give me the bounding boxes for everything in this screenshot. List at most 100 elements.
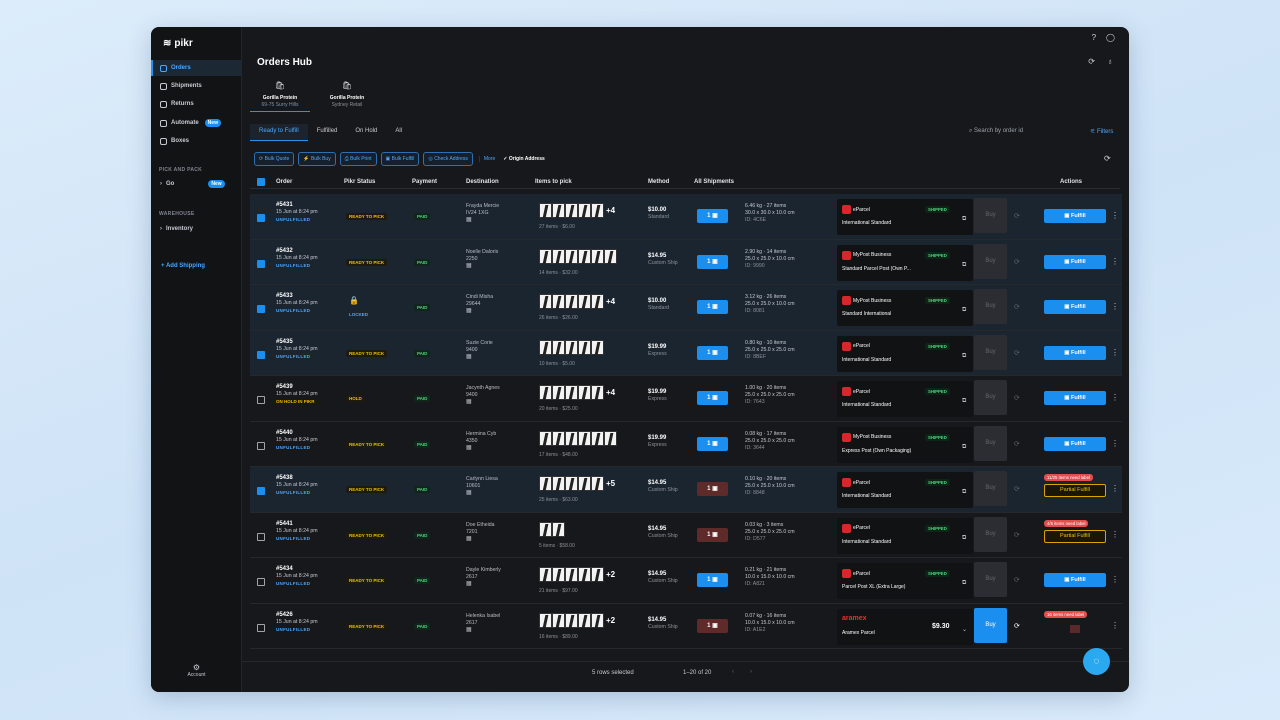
sidebar-item-go[interactable]: › Go New — [151, 176, 242, 192]
store-tab-surry-hills[interactable]: 🛍 Gorilla Protein 69-75 Surry Hills — [250, 81, 310, 112]
items-thumbnails[interactable] — [539, 430, 619, 446]
bulk-fulfill-button[interactable]: ▣ Bulk Fulfill — [380, 152, 420, 166]
requote-icon[interactable]: ⟳ — [1014, 304, 1020, 311]
external-link-icon[interactable]: ⧉ — [962, 489, 967, 495]
row-checkbox[interactable] — [257, 532, 265, 541]
shipment-count-button[interactable]: 1 ▣ — [697, 527, 728, 542]
shipment-count-button[interactable]: 1 ▣ — [697, 254, 728, 269]
row-checkbox[interactable] — [257, 441, 265, 450]
order-cell[interactable]: #5431 15 Jun at 8:24 pm UNFULFILLED — [276, 202, 318, 222]
order-cell[interactable]: #5439 15 Jun at 8:24 pm ON HOLD IN PIKR — [276, 384, 318, 404]
carrier-card[interactable]: MyPost Business Express Post (Own Packagi… — [837, 426, 973, 463]
row-checkbox[interactable] — [257, 578, 265, 586]
order-cell[interactable]: #5433 15 Jun at 8:24 pm UNFULFILLED — [276, 293, 318, 313]
fulfill-button[interactable]: ▣ Fulfill — [1044, 573, 1106, 587]
carrier-card[interactable]: eParcel International Standard SHIPPED ⧉ — [837, 472, 973, 508]
table-row[interactable]: #5439 15 Jun at 8:24 pm ON HOLD IN PIKR HOL… — [250, 376, 1122, 422]
items-thumbnails[interactable]: +2 — [539, 567, 615, 582]
user-icon[interactable]: ◯ — [1106, 33, 1115, 42]
requote-icon[interactable]: ⟳ — [1014, 258, 1020, 266]
bulk-quote-button[interactable]: ⟳ Bulk Quote — [254, 152, 295, 166]
order-cell[interactable]: #5435 15 Jun at 8:24 pm UNFULFILLED — [276, 338, 318, 359]
search-input[interactable]: ⌕ Search by order id — [969, 128, 1024, 134]
account-button[interactable]: ⚙ Account — [151, 663, 242, 678]
buy-button[interactable]: Buy — [974, 607, 1007, 643]
more-options-icon[interactable]: ⋮ — [1111, 211, 1119, 220]
order-cell[interactable]: #5438 15 Jun at 8:24 pm UNFULFILLED — [276, 475, 318, 495]
shipment-count-button[interactable]: 1 ▣ — [697, 391, 728, 405]
table-row[interactable]: #5435 15 Jun at 8:24 pm UNFULFILLED READY T… — [250, 330, 1122, 376]
requote-icon[interactable]: ⟳ — [1014, 395, 1020, 402]
shipment-count-button[interactable]: 1 ▣ — [697, 482, 728, 496]
notification-icon[interactable]: ♁ — [1107, 57, 1113, 66]
more-options-icon[interactable]: ⋮ — [1111, 575, 1119, 584]
sidebar-item-inventory[interactable]: › Inventory — [160, 226, 194, 232]
more-button[interactable]: More — [478, 156, 499, 162]
tab-all[interactable]: All — [395, 128, 403, 134]
shipment-count-button[interactable]: 1 ▣ — [697, 345, 728, 360]
carrier-card[interactable]: MyPost Business Standard International SHI… — [837, 290, 973, 326]
shipment-count-button[interactable]: 1 ▣ — [697, 573, 728, 587]
more-options-icon[interactable]: ⋮ — [1111, 620, 1119, 630]
logo[interactable]: ≋ pikr — [163, 38, 193, 49]
buy-button[interactable]: Buy — [974, 562, 1007, 597]
store-tab-sydney-retail[interactable]: 🛍 Gorilla Protein Sydney Retail — [317, 81, 377, 108]
external-link-icon[interactable]: ⧉ — [962, 216, 967, 222]
order-cell[interactable]: #5434 15 Jun at 8:24 pm UNFULFILLED — [276, 566, 318, 586]
carrier-card[interactable]: eParcel International Standard SHIPPED ⧉ — [837, 335, 973, 372]
items-thumbnails[interactable]: +5 — [539, 476, 615, 491]
sidebar-item-returns[interactable]: Returns — [151, 96, 242, 112]
order-cell[interactable]: #5440 15 Jun at 8:24 pm UNFULFILLED — [276, 429, 318, 450]
help-icon[interactable]: ? — [1091, 33, 1097, 42]
items-thumbnails[interactable]: +2 — [539, 612, 615, 628]
shipment-count-button[interactable]: 1 ▣ — [697, 209, 728, 223]
refresh-icon[interactable]: ⟳ — [1104, 154, 1111, 163]
items-thumbnails[interactable] — [539, 521, 567, 537]
items-thumbnails[interactable] — [539, 339, 606, 355]
buy-button[interactable]: Buy — [974, 425, 1007, 461]
requote-icon[interactable]: ⟳ — [1014, 440, 1020, 448]
next-page-icon[interactable]: › — [750, 669, 752, 675]
carrier-card[interactable]: eParcel Parcel Post XL (Extra Large) SHIPP… — [837, 563, 973, 599]
table-row[interactable]: #5431 15 Jun at 8:24 pm UNFULFILLED READY T… — [250, 194, 1122, 240]
col-all-shipments[interactable]: All Shipments — [694, 179, 735, 185]
partial-fulfill-button[interactable]: Partial Fulfill — [1044, 484, 1106, 497]
external-link-icon[interactable]: ⧉ — [962, 443, 967, 450]
order-cell[interactable]: #5441 15 Jun at 8:24 pm UNFULFILLED — [276, 520, 318, 541]
table-row[interactable]: #5441 15 Jun at 8:24 pm UNFULFILLED READY T… — [250, 513, 1122, 558]
shipment-count-button[interactable]: 1 ▣ — [697, 436, 728, 451]
tab-fulfilled[interactable]: Fulfilled — [316, 128, 338, 134]
items-thumbnails[interactable]: +4 — [539, 203, 615, 218]
external-link-icon[interactable]: ⧉ — [962, 307, 967, 313]
row-checkbox[interactable] — [257, 305, 265, 313]
add-shipping-link[interactable]: + Add Shipping — [161, 263, 205, 269]
fulfill-button[interactable]: ▣ Fulfill — [1044, 300, 1106, 314]
buy-button[interactable]: Buy — [974, 516, 1007, 552]
tab-ready-to-fulfill[interactable]: Ready to Fulfill — [250, 124, 308, 141]
order-cell[interactable]: #5426 15 Jun at 8:24 pm UNFULFILLED — [276, 611, 318, 632]
col-pikr-status[interactable]: Pikr Status — [344, 179, 376, 185]
chevron-down-icon[interactable]: ⌄ — [962, 626, 968, 633]
fulfill-button[interactable]: ▣ Fulfill — [1044, 345, 1106, 360]
col-method[interactable]: Method — [648, 179, 670, 185]
items-thumbnails[interactable] — [539, 248, 619, 264]
buy-button[interactable]: Buy — [974, 471, 1007, 506]
row-checkbox[interactable] — [257, 259, 265, 268]
fulfill-button[interactable]: ▣ Fulfill — [1044, 436, 1106, 451]
col-order[interactable]: Order — [276, 179, 293, 185]
col-payment[interactable]: Payment — [412, 179, 438, 185]
row-checkbox[interactable] — [257, 487, 265, 495]
col-items[interactable]: Items to pick — [535, 179, 572, 185]
bulk-buy-button[interactable]: ⚡ Bulk Buy — [298, 152, 336, 166]
external-link-icon[interactable]: ⧉ — [962, 534, 967, 541]
partial-fulfill-button[interactable]: Partial Fulfill — [1044, 529, 1106, 543]
table-row[interactable]: #5426 15 Jun at 8:24 pm UNFULFILLED READY T… — [250, 604, 1122, 649]
sidebar-item-shipments[interactable]: Shipments — [151, 78, 242, 94]
carrier-card[interactable]: eParcel International Standard SHIPPED ⧉ — [837, 381, 973, 417]
order-cell[interactable]: #5432 15 Jun at 8:24 pm UNFULFILLED — [276, 247, 318, 268]
fulfill-button[interactable]: ▣ Fulfill — [1044, 391, 1106, 405]
carrier-card[interactable]: aramex Aramex Parcel $9.30 ⌄ — [837, 608, 973, 645]
table-row[interactable]: #5440 15 Jun at 8:24 pm UNFULFILLED READY T… — [250, 422, 1122, 467]
row-checkbox[interactable] — [257, 350, 265, 359]
external-link-icon[interactable]: ⧉ — [962, 398, 967, 404]
